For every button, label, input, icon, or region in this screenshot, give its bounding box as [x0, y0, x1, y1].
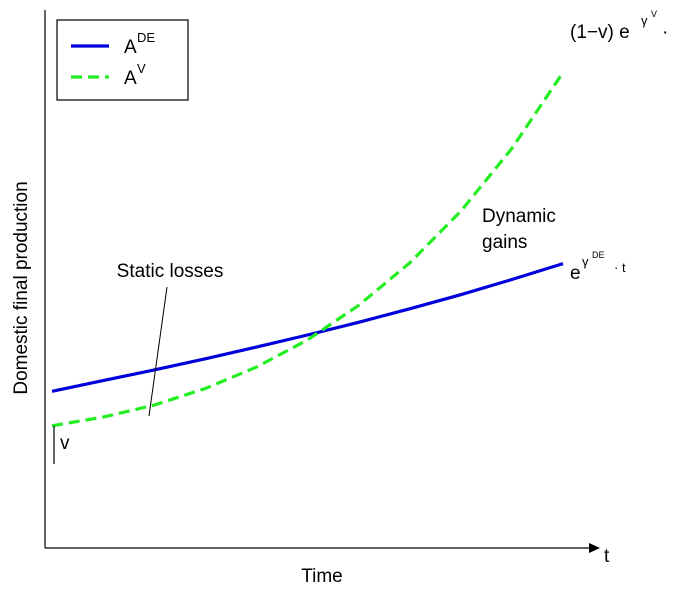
static-losses-pointer: [148, 286, 168, 417]
svg-text:V: V: [137, 61, 146, 76]
svg-text:DE: DE: [137, 30, 155, 45]
series-line-a-v: [51, 71, 565, 428]
x-axis-arrow-icon: [589, 543, 600, 553]
svg-text:A: A: [124, 37, 137, 58]
svg-text:γ: γ: [641, 13, 648, 28]
y-axis-label: Domestic final production: [11, 181, 32, 394]
dynamic-gains-label-line2: gains: [482, 232, 527, 253]
v-gap-label: v: [60, 433, 70, 454]
svg-text:e: e: [570, 263, 581, 284]
svg-text:A: A: [124, 68, 137, 89]
x-axis-label: Time: [301, 566, 343, 587]
series-line-a-de: [51, 262, 564, 393]
dynamic-gains-label-line1: Dynamic: [482, 206, 556, 227]
svg-text:(1−v) e: (1−v) e: [570, 22, 630, 43]
svg-text:γ: γ: [582, 254, 589, 269]
legend-entry-a-de: A DE: [124, 30, 155, 58]
static-losses-label: Static losses: [117, 261, 224, 282]
legend-entry-a-v: A V: [124, 61, 146, 89]
svg-text:· t: · t: [614, 260, 626, 275]
svg-text:V: V: [651, 9, 657, 19]
x-axis-end-label: t: [604, 546, 610, 567]
svg-text:DE: DE: [592, 250, 605, 260]
svg-text:·: ·: [662, 22, 668, 43]
end-label-a-de: e γ DE · t: [570, 250, 626, 284]
legend: A DE A V: [56, 19, 189, 101]
legend-box: [56, 19, 189, 101]
end-label-a-v: (1−v) e γ V ·: [570, 9, 668, 43]
